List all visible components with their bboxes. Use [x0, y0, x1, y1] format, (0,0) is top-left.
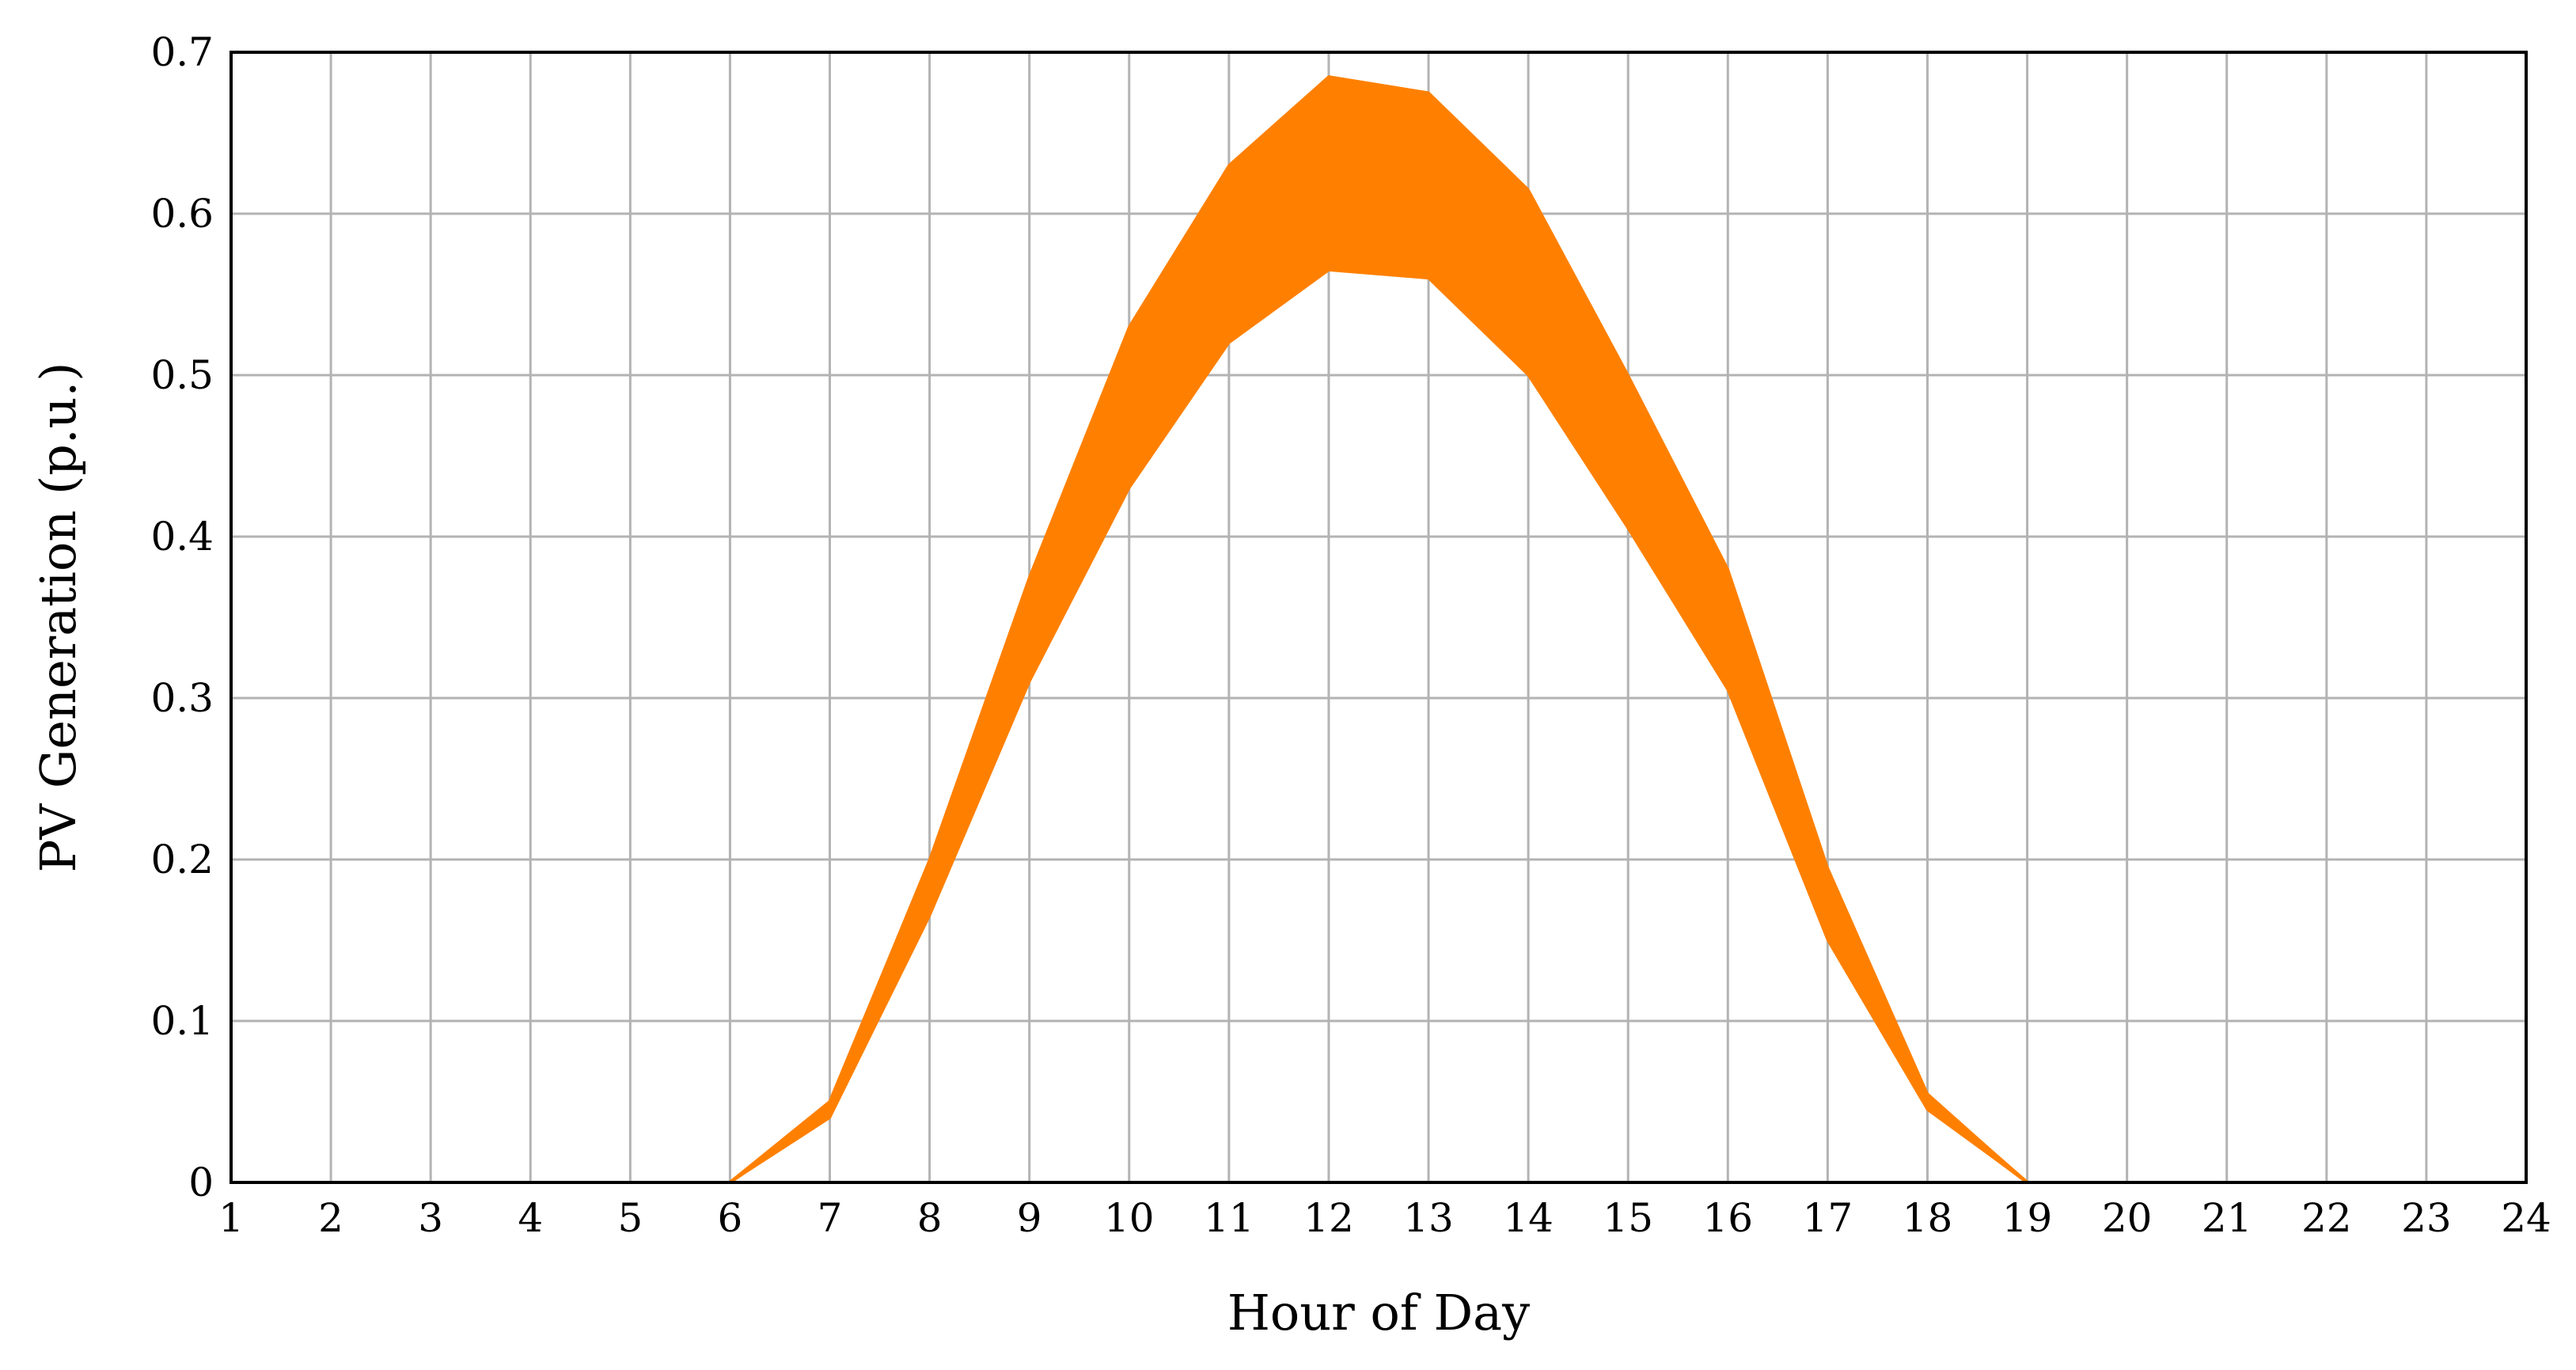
- y-tick-label: 0.3: [150, 675, 214, 721]
- x-tick-label: 12: [1303, 1195, 1354, 1241]
- x-tick-label: 5: [617, 1195, 643, 1241]
- y-tick-label: 0.5: [150, 352, 214, 398]
- series-line: [231, 155, 2526, 1184]
- series-line: [231, 180, 2526, 1184]
- y-tick-label: 0.6: [150, 191, 214, 237]
- plot-frame: [230, 51, 2528, 1184]
- x-tick-label: 24: [2501, 1195, 2551, 1241]
- x-tick-label: 10: [1104, 1195, 1155, 1241]
- y-tick-labels: 0 0.1 0.2 0.3 0.4 0.5 0.6 0.7: [150, 29, 214, 1205]
- x-tick-label: 1: [218, 1195, 244, 1241]
- x-tick-labels: 1 2 3 4 5 6 7 8 9 10 11 12 13 14 15 16 17 18 19 20 21 22 23 24: [218, 1195, 2551, 1241]
- x-tick-label: 21: [2202, 1195, 2252, 1241]
- x-tick-label: 18: [1903, 1195, 1953, 1241]
- series-line: [231, 203, 2526, 1184]
- series-line: [231, 260, 2526, 1184]
- x-tick-label: 7: [818, 1195, 843, 1241]
- x-tick-label: 16: [1702, 1195, 1753, 1241]
- y-tick-label: 0.7: [150, 29, 214, 75]
- x-tick-label: 8: [917, 1195, 943, 1241]
- x-tick-label: 6: [718, 1195, 743, 1241]
- x-tick-label: 4: [518, 1195, 543, 1241]
- y-tick-label: 0.1: [150, 998, 214, 1044]
- data-series: [230, 75, 2528, 1184]
- x-tick-label: 2: [318, 1195, 343, 1241]
- generation-envelope-band: [230, 75, 2528, 1184]
- x-tick-label: 23: [2401, 1195, 2452, 1241]
- y-tick-label: 0.4: [150, 514, 214, 560]
- y-tick-label: 0.2: [150, 837, 214, 882]
- x-axis-label: Hour of Day: [1227, 1284, 1530, 1342]
- x-tick-label: 17: [1803, 1195, 1853, 1241]
- x-tick-label: 14: [1503, 1195, 1554, 1241]
- x-tick-label: 13: [1403, 1195, 1454, 1241]
- y-axis-label: PV Generation (p.u.): [29, 362, 87, 873]
- x-tick-label: 3: [418, 1195, 443, 1241]
- x-tick-label: 19: [2002, 1195, 2053, 1241]
- series-line: [231, 147, 2526, 1184]
- series-line: [231, 115, 2526, 1184]
- x-tick-label: 22: [2301, 1195, 2352, 1241]
- x-tick-label: 20: [2102, 1195, 2153, 1241]
- x-tick-label: 11: [1204, 1195, 1254, 1241]
- series-line: [231, 131, 2526, 1184]
- x-tick-label: 9: [1017, 1195, 1042, 1241]
- series-line: [231, 228, 2526, 1184]
- x-tick-label: 15: [1603, 1195, 1653, 1241]
- y-tick-label: 0: [188, 1159, 214, 1205]
